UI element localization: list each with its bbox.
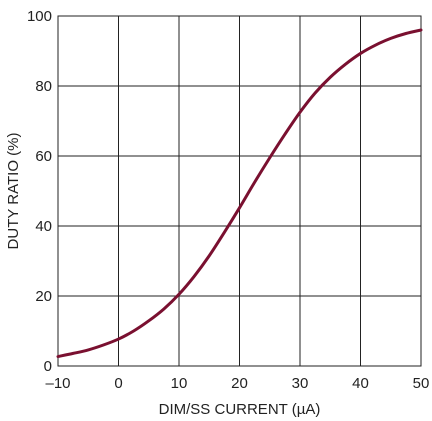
x-axis-label: DIM/SS CURRENT (µA): [159, 401, 321, 418]
x-tick-label: 50: [413, 375, 430, 392]
x-tick-label: 20: [231, 375, 248, 392]
y-tick-label: 20: [35, 288, 52, 305]
x-tick-label: 40: [352, 375, 369, 392]
y-axis-label: DUTY RATIO (%): [5, 133, 22, 250]
x-tick-label: 30: [292, 375, 309, 392]
y-tick-label: 60: [35, 148, 52, 165]
y-tick-labels: 0 20 40 60 80 100: [27, 8, 52, 375]
x-tick-label: 0: [114, 375, 122, 392]
y-tick-label: 40: [35, 218, 52, 235]
x-tick-label: 10: [171, 375, 188, 392]
duty-ratio-curve: [56, 28, 423, 359]
series-layer: [56, 28, 423, 359]
y-tick-label: 100: [27, 8, 52, 25]
plot-frame: [57, 15, 422, 367]
x-tick-labels: –10 0 10 20 30 40 50: [45, 375, 429, 392]
x-tick-label: –10: [45, 375, 70, 392]
y-tick-label: 80: [35, 78, 52, 95]
y-tick-label: 0: [44, 358, 52, 375]
gridlines: [57, 15, 422, 367]
